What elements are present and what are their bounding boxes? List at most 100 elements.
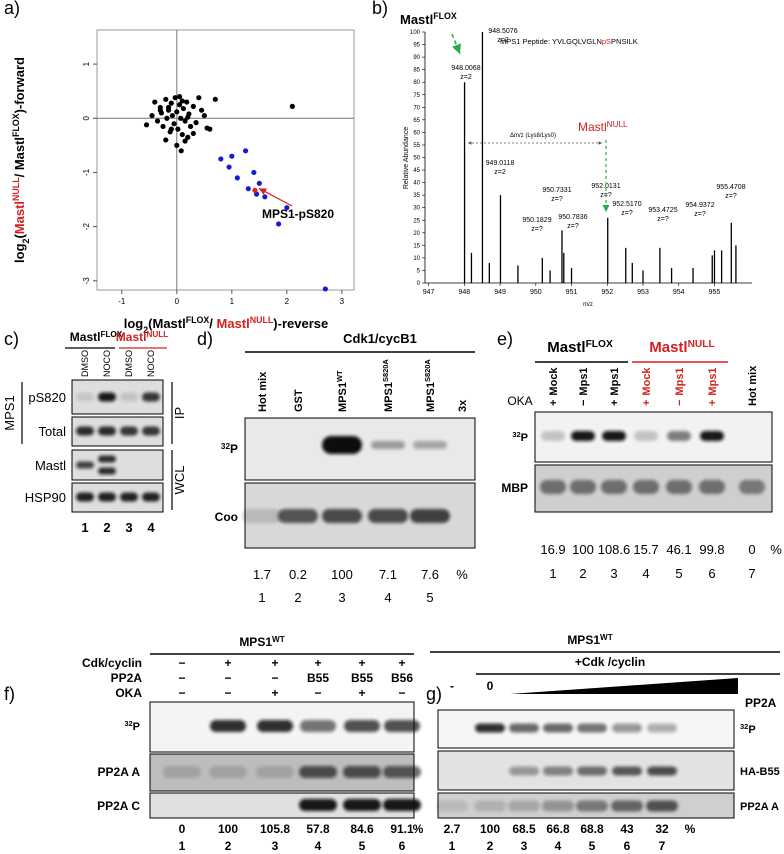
y-axis-label: log2(MastlNULL/ MastlFLOX)-forward: [11, 57, 31, 263]
group-label: MastlNULL: [649, 339, 715, 357]
band: [344, 720, 380, 732]
band: [543, 723, 573, 733]
text-part: NULL: [607, 120, 628, 129]
text-part: Hot mix: [257, 371, 269, 412]
band: [509, 766, 539, 776]
text-part: Mastl: [70, 330, 101, 344]
point: [196, 95, 202, 101]
unit: %: [770, 542, 782, 557]
band: [368, 509, 408, 523]
text-part: Hot mix: [747, 365, 759, 406]
band: [413, 441, 447, 449]
quantification: 7.6: [421, 567, 439, 582]
band: [76, 492, 94, 502]
lane-number: 5: [589, 839, 596, 853]
lane-number: 4: [384, 590, 391, 605]
row-label: 32P: [512, 430, 528, 445]
text-part: Mastl: [217, 316, 250, 331]
point: [242, 148, 249, 154]
point: [174, 142, 180, 148]
band: [371, 441, 405, 449]
panel-label: f): [4, 684, 15, 704]
y-tick-label: 25: [413, 218, 420, 224]
band: [322, 436, 362, 454]
text-part: NULL: [11, 177, 21, 201]
quantification: 100: [218, 822, 238, 836]
band: [576, 800, 608, 812]
peak-charge: z=2: [494, 169, 506, 176]
point: [201, 112, 207, 119]
text-part: Mastl: [649, 339, 687, 356]
text-part: −: [674, 400, 686, 406]
text-part: FLOX: [11, 113, 21, 137]
point: [251, 169, 257, 176]
band: [601, 480, 627, 494]
treatment-label: OKA: [507, 394, 532, 408]
band: [634, 431, 658, 441]
y-tick-label: 75: [413, 93, 420, 99]
lane-number: 3: [610, 566, 617, 581]
lane-number: 4: [147, 520, 155, 535]
text-part: Mastl: [400, 12, 433, 27]
peak-label: 950.7836: [558, 214, 587, 221]
quantification: 66.8: [546, 822, 570, 836]
x-tick-label: 948: [458, 289, 470, 296]
band: [98, 455, 116, 463]
lane-label: Hot mix: [257, 371, 269, 412]
y-tick-label: 0: [417, 281, 421, 287]
point: [163, 137, 169, 143]
text-part: NULL: [250, 315, 274, 325]
y-tick-label: -3: [82, 277, 91, 285]
point: [198, 107, 205, 113]
y-tick-label: 60: [413, 130, 420, 136]
band: [383, 766, 421, 778]
point: [262, 194, 268, 200]
row-label: 32P: [221, 442, 238, 457]
lane-label: MPS1S820A: [381, 359, 396, 412]
lane-label: + Mock: [548, 367, 560, 406]
point: [157, 107, 163, 113]
point: [193, 120, 199, 126]
shift-label: Δm/z (Lys8/Lys0): [510, 133, 556, 139]
lane-number: 2: [103, 520, 110, 535]
band: [509, 723, 539, 733]
lane-number: 6: [399, 839, 406, 853]
text-part: / Mastl: [12, 137, 27, 177]
text-part: )-reverse: [273, 316, 328, 331]
point: [169, 112, 175, 119]
peak-charge: z=?: [657, 216, 669, 223]
panel-label: c): [4, 329, 19, 349]
band: [120, 492, 138, 502]
point: [165, 104, 172, 111]
lane-label: DMSO: [80, 350, 90, 377]
condition-value: −: [178, 686, 185, 700]
x-tick-label: 954: [673, 289, 685, 296]
y-tick-label: 50: [413, 156, 420, 162]
text-part: Mps1: [707, 367, 719, 395]
condition-value: −: [271, 671, 278, 685]
text-part: Mastl: [578, 120, 607, 134]
band: [98, 492, 116, 502]
point: [182, 118, 188, 124]
lane-label: + Mps1: [707, 367, 719, 406]
condition-value: +: [358, 686, 365, 700]
lane-number: 3: [125, 520, 132, 535]
band: [612, 723, 642, 733]
row-label: PP2A A: [740, 801, 779, 813]
spectrum-title: MastlFLOX: [400, 11, 457, 27]
text-part: Mastl: [12, 201, 27, 234]
text-part: Mps1: [609, 367, 621, 395]
band: [577, 766, 607, 776]
point: [184, 99, 190, 105]
point: [178, 148, 184, 154]
text-part: NULL: [688, 339, 715, 350]
y-tick-label: 1: [82, 61, 91, 66]
band: [343, 799, 381, 811]
peak-label: 954.9372: [685, 202, 714, 209]
point: [179, 131, 185, 138]
y-tick-label: 100: [410, 30, 421, 36]
condition-value: −: [178, 671, 185, 685]
text-part: FLOX: [586, 339, 613, 350]
point: [190, 103, 196, 109]
